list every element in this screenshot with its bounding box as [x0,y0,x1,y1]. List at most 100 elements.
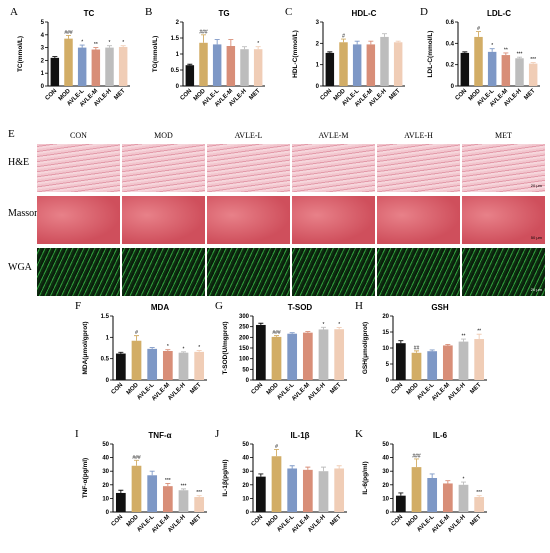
significance-mark-d-avle-l: * [491,43,493,49]
y-tick-label-i: 50 [102,442,109,448]
y-axis-label-k: IL-6(pg/ml) [362,461,369,494]
bar-b-con [185,65,195,86]
bar-j-met [334,468,345,512]
error-bar-g-met [336,327,342,330]
error-bar-d-met [530,62,536,64]
error-bar-d-avle-m [503,52,509,56]
masson-micrograph-met [462,196,545,244]
error-bar-g-avle-l [289,332,295,334]
error-bar-d-avle-h [517,56,522,59]
chart-title-c: HDL-C [352,9,377,18]
wga-micrograph-avle-m [292,248,375,296]
bar-d-met [528,63,538,86]
y-tick-label-j: 0 [246,510,250,516]
error-bar-b-met [255,46,261,50]
error-bar-k-mod [414,458,419,468]
x-tick-label-b-met: MET [248,88,261,101]
bar-a-avle-l [77,47,87,86]
error-bar-a-met [120,45,126,47]
column-label-avle-m: AVLE-M [318,131,349,140]
error-bar-h-avle-m [445,344,451,346]
panel-letter-e: E [8,128,15,140]
significance-mark-f-avle-h: * [183,346,185,352]
y-tick-label-i: 10 [102,496,109,502]
error-bar-b-avle-l [214,39,220,45]
axes-c [322,22,405,87]
y-tick-label-j: 20 [242,483,249,489]
bar-b-avle-l [212,44,222,86]
error-bar-k-avle-m [445,480,451,484]
y-tick-label-b: 0.5 [171,68,180,74]
bar-i-mod [131,465,142,512]
x-tick-label-g-met: MET [329,382,342,395]
bar-j-con [255,476,266,512]
y-tick-label-k: 40 [382,456,389,462]
y-tick-label-i: 40 [102,456,109,462]
error-bar-b-con [187,63,193,66]
error-bar-a-avle-h [107,45,112,48]
y-tick-label-f: 0.5 [101,357,110,363]
y-axis-label-h: GSH(μmol/gprot) [362,322,369,374]
y-tick-label-k: 50 [382,442,389,448]
y-tick-label-a: 4 [41,33,45,39]
chart-b: TGTG(mmol/L)00.511.52CON###MODAVLE-LAVLE… [152,9,265,108]
y-tick-label-a: 1 [41,71,45,77]
x-tick-label-g-con: CON [251,382,265,396]
panel-letter-d: D [420,6,428,18]
significance-mark-j-mod: # [275,444,278,450]
x-tick-label-a-met: MET [113,88,126,101]
bar-c-con [325,52,335,86]
y-tick-label-d: 0.4 [446,41,455,47]
significance-mark-h-mod: ## [414,345,420,351]
bar-a-con [50,57,60,86]
y-tick-label-j: 30 [242,469,249,475]
masson-micrograph-avle-h [377,196,460,244]
he-micrograph-mod [122,144,205,192]
significance-mark-i-avle-h: *** [181,483,187,489]
axes-f [112,316,207,381]
error-bar-g-con [258,322,264,325]
column-label-mod: MOD [154,131,173,140]
chart-title-d: LDL-C [487,9,511,18]
he-micrograph-con [37,144,120,192]
chart-a: TCTC(mmol/L)012345CON###MOD*AVLE-L**AVLE… [17,9,130,108]
he-micrograph-avle-h [377,144,460,192]
x-tick-label-h-met: MET [469,382,482,395]
error-bar-b-avle-h [242,46,247,50]
error-bar-k-met [476,495,482,498]
bar-d-avle-h [515,58,524,86]
x-tick-label-i-avle-h: AVLE-H [167,514,187,534]
error-bar-k-avle-h [461,481,466,485]
x-tick-label-f-met: MET [189,382,202,395]
axes-a [47,22,130,87]
bar-f-avle-h [178,352,189,380]
panel-letter-k: K [355,428,363,440]
y-tick-label-i: 0 [106,510,110,516]
panel-letter-i: I [75,428,79,440]
y-tick-label-g: 300 [239,314,250,320]
bar-a-avle-m [91,49,101,86]
significance-mark-i-mod: ### [132,455,141,461]
y-tick-label-j: 10 [242,496,249,502]
x-tick-label-c-con: CON [320,88,334,102]
he-micrograph-avle-m [292,144,375,192]
error-bar-h-avle-h [461,338,466,342]
y-tick-label-k: 30 [382,469,389,475]
bar-j-mod [271,456,282,512]
x-tick-label-g-avle-h: AVLE-H [307,382,327,402]
y-tick-label-k: 10 [382,496,389,502]
axes-j [252,444,347,513]
chart-title-b: TG [218,9,229,18]
y-tick-label-a: 2 [41,58,45,64]
chart-title-j: IL-1β [290,431,309,440]
chart-title-f: MDA [151,303,169,312]
bar-f-met [194,351,205,380]
axes-k [392,444,487,513]
bar-g-avle-h [318,329,329,380]
bar-i-avle-m [162,486,173,512]
bar-g-con [255,324,266,380]
y-axis-label-j: IL-1β(pg/ml) [222,459,229,496]
panel-letter-b: B [145,6,153,18]
y-tick-label-b: 1 [176,52,180,58]
bar-d-con [460,52,470,86]
